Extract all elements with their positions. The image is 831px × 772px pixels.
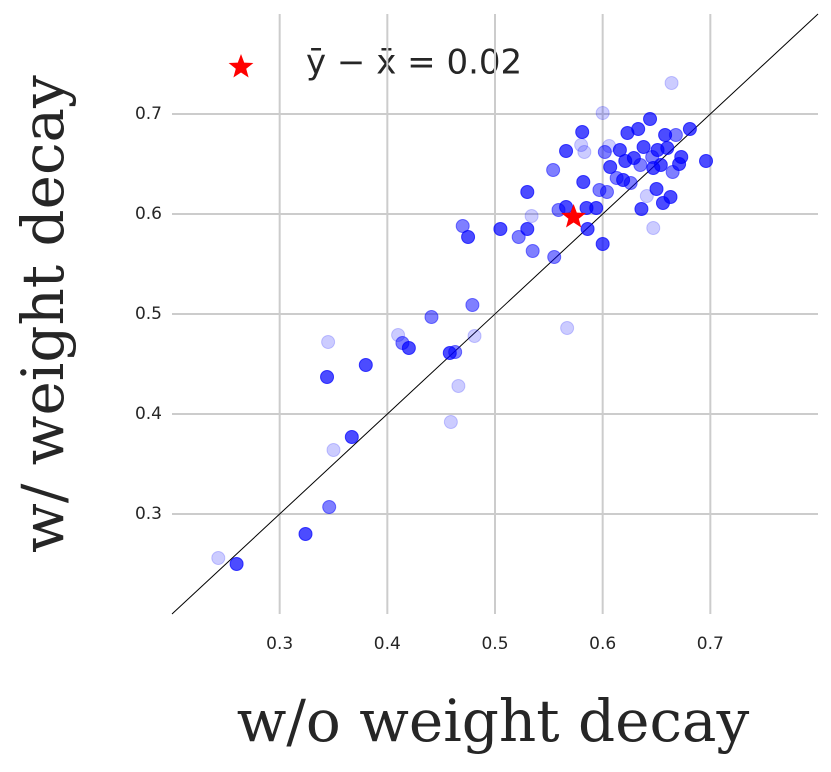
point — [576, 175, 591, 189]
point — [646, 221, 661, 235]
point — [465, 298, 480, 312]
point — [229, 557, 244, 571]
y-tick-label: 0.7 — [135, 104, 162, 124]
point — [643, 112, 658, 126]
point — [451, 379, 466, 393]
point — [525, 244, 540, 258]
y-tick-label: 0.5 — [135, 304, 162, 324]
diagonal-line — [171, 13, 819, 615]
point — [344, 430, 359, 444]
point — [577, 145, 592, 159]
point — [649, 182, 664, 196]
legend-star — [228, 54, 254, 78]
point — [674, 150, 689, 164]
point — [326, 443, 341, 457]
point — [467, 329, 482, 343]
point — [461, 230, 476, 244]
point — [211, 551, 226, 565]
y-axis-label: w/ weight decay — [9, 75, 77, 553]
point — [575, 125, 590, 139]
point — [612, 143, 627, 157]
point — [634, 202, 649, 216]
point — [668, 128, 683, 142]
point — [636, 140, 651, 154]
x-tick-label: 0.7 — [697, 634, 724, 654]
point — [547, 250, 562, 264]
point — [603, 160, 618, 174]
point — [546, 163, 561, 177]
point — [520, 185, 535, 199]
y-tick-label: 0.4 — [135, 404, 162, 424]
point — [424, 310, 439, 324]
point — [493, 222, 508, 236]
point — [559, 144, 574, 158]
point — [298, 527, 313, 541]
point — [358, 358, 373, 372]
point — [682, 122, 697, 136]
point — [580, 222, 595, 236]
point — [448, 345, 463, 359]
point — [559, 200, 574, 214]
y-tick-label: 0.6 — [135, 204, 162, 224]
point — [660, 141, 675, 155]
point — [699, 154, 714, 168]
point — [599, 185, 614, 199]
point — [455, 219, 470, 233]
legend-label: ȳ − x̄ = 0.02 — [306, 43, 522, 83]
point — [560, 321, 575, 335]
point — [633, 158, 648, 172]
point — [595, 237, 610, 251]
point — [401, 341, 416, 355]
point — [595, 106, 610, 120]
point — [623, 176, 638, 190]
point — [320, 370, 335, 384]
x-axis-label: w/o weight decay — [237, 687, 750, 755]
mean-star — [561, 204, 586, 228]
y-tick-label: 0.3 — [135, 504, 162, 524]
point — [321, 335, 336, 349]
point — [443, 415, 458, 429]
x-tick-label: 0.5 — [481, 634, 508, 654]
point — [631, 122, 646, 136]
point — [653, 158, 668, 172]
point — [597, 145, 612, 159]
point — [589, 201, 604, 215]
x-tick-label: 0.4 — [374, 634, 401, 654]
point — [639, 189, 654, 203]
x-tick-label: 0.3 — [266, 634, 293, 654]
point — [322, 500, 337, 514]
point — [511, 230, 526, 244]
x-tick-label: 0.6 — [589, 634, 616, 654]
point — [663, 190, 678, 204]
point — [664, 76, 679, 90]
point — [524, 209, 539, 223]
point — [520, 222, 535, 236]
